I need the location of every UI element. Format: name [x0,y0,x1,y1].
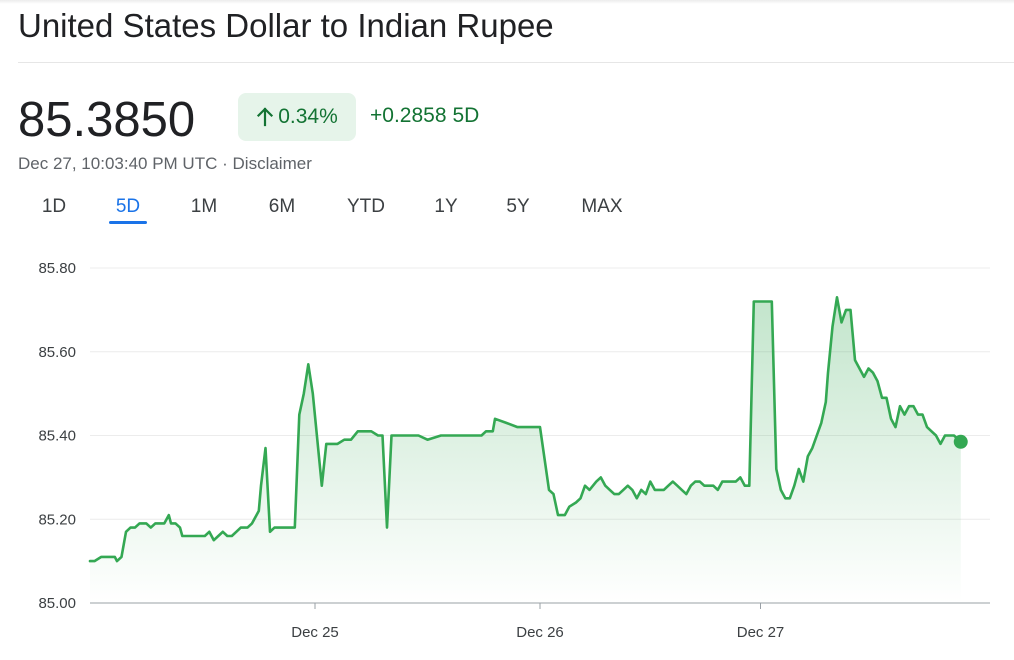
axis-layer: 85.80 85.60 85.40 85.20 85.00 Dec 25 Dec 26 Dec… [38,260,784,641]
tab-1y[interactable]: 1Y [434,196,458,217]
percent-change-value: 0.34% [278,105,338,128]
tab-6m[interactable]: 6M [268,196,296,217]
y-tick-label: 85.20 [38,511,76,528]
x-tick-label: Dec 27 [737,624,785,641]
y-tick-label: 85.40 [38,428,76,445]
tab-5d[interactable]: 5D [115,196,141,217]
price-chart[interactable]: 85.80 85.60 85.40 85.20 85.00 Dec 25 Dec 26 Dec… [0,240,1014,660]
x-tick-label: Dec 26 [516,624,564,641]
series-line [88,296,963,563]
current-price: 85.3850 [18,93,196,147]
arrow-up-icon [257,107,274,127]
tab-1m[interactable]: 1M [190,196,218,217]
range-tabs: 1D 5D 1M 6M YTD 1Y 5Y MAX [0,190,700,230]
timestamp: Dec 27, 10:03:40 PM UTC [18,154,218,173]
tab-5y[interactable]: 5Y [506,196,530,217]
separator-dot: · [222,154,228,173]
y-tick-label: 85.60 [38,344,76,361]
active-tab-indicator [109,221,147,224]
last-point-marker [953,434,968,449]
disclaimer-link[interactable]: Disclaimer [232,154,312,173]
y-tick-label: 85.80 [38,260,76,277]
y-tick-label: 85.00 [38,595,76,612]
tab-1d[interactable]: 1D [41,196,67,217]
absolute-change: +0.2858 5D [370,104,479,128]
page-title: United States Dollar to Indian Rupee [18,7,554,44]
change-period: 5D [452,104,480,127]
x-tick-label: Dec 25 [291,624,339,641]
header-divider [18,62,1014,63]
top-shadow [0,0,1014,4]
percent-change-badge: 0.34% [238,93,356,141]
line-layer [88,296,968,563]
absolute-change-value: +0.2858 [370,104,447,127]
tab-max[interactable]: MAX [581,196,623,217]
tab-ytd[interactable]: YTD [347,196,385,217]
timestamp-row: Dec 27, 10:03:40 PM UTC · Disclaimer [18,154,312,174]
